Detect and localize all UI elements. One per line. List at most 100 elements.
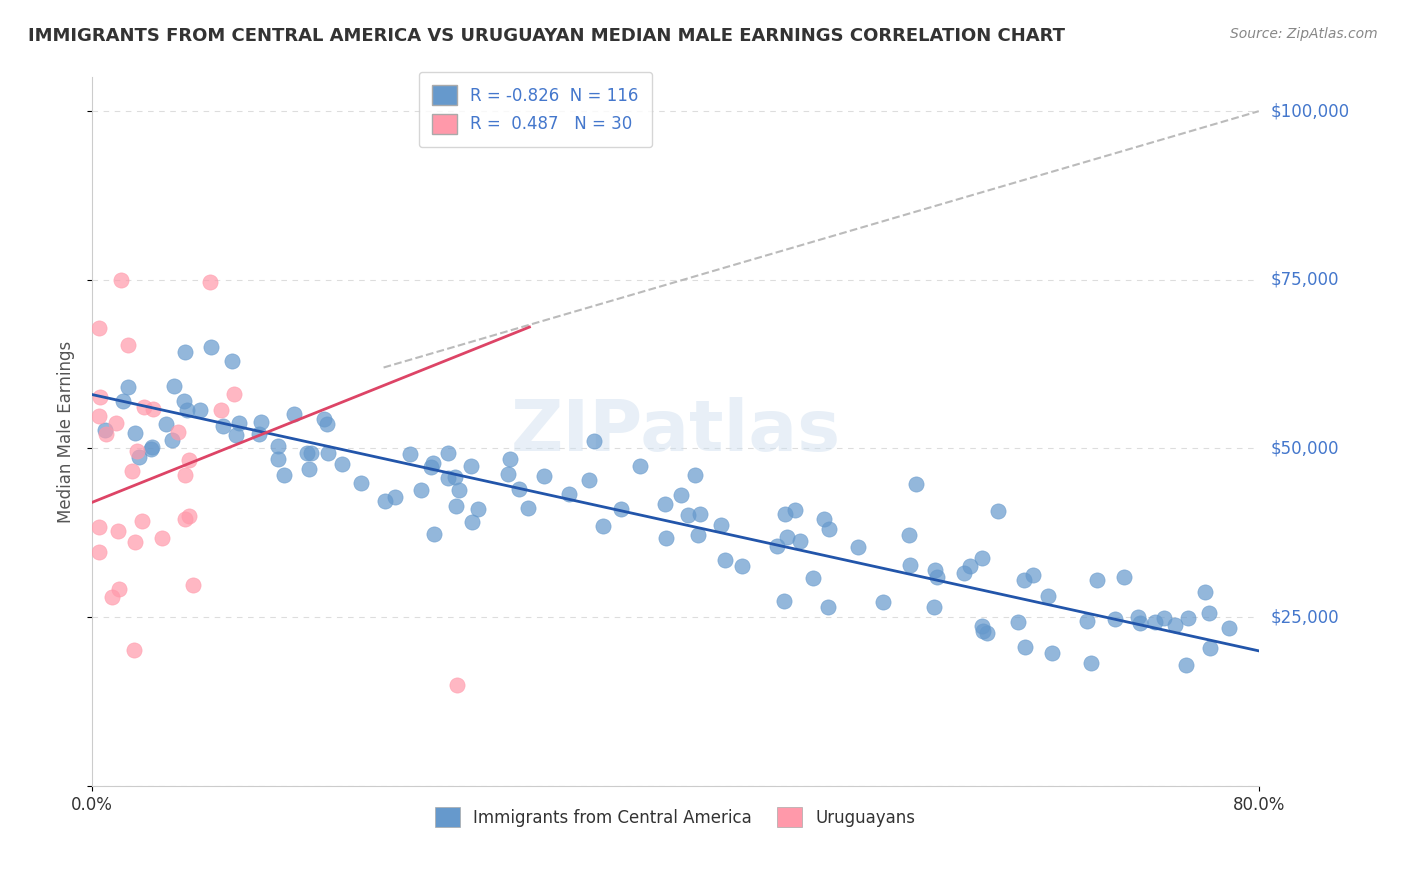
Point xyxy=(209,403,232,417)
Point xyxy=(592,519,614,533)
Point xyxy=(953,566,976,581)
Point xyxy=(173,393,195,408)
Point xyxy=(578,473,600,487)
Point xyxy=(139,442,162,457)
Point xyxy=(94,423,117,437)
Point xyxy=(122,642,145,657)
Point xyxy=(449,483,471,498)
Point xyxy=(142,401,165,416)
Point xyxy=(131,514,153,528)
Point xyxy=(267,439,290,453)
Point xyxy=(1164,617,1187,632)
Point xyxy=(610,501,633,516)
Point xyxy=(94,427,117,442)
Point xyxy=(409,483,432,497)
Point xyxy=(166,425,188,439)
Point xyxy=(714,553,737,567)
Point xyxy=(898,558,921,573)
Legend: Immigrants from Central America, Uruguayans: Immigrants from Central America, Uruguay… xyxy=(429,800,922,834)
Point xyxy=(128,450,150,464)
Point xyxy=(283,407,305,421)
Point xyxy=(558,486,581,500)
Point xyxy=(436,471,458,485)
Point xyxy=(1143,615,1166,629)
Point xyxy=(107,524,129,539)
Point xyxy=(221,354,243,368)
Point xyxy=(267,452,290,467)
Point xyxy=(987,503,1010,517)
Point xyxy=(173,345,195,359)
Point xyxy=(772,593,794,607)
Point xyxy=(1014,640,1036,654)
Point xyxy=(773,507,796,521)
Point xyxy=(174,511,197,525)
Point xyxy=(247,426,270,441)
Point xyxy=(924,563,946,577)
Point xyxy=(374,493,396,508)
Point xyxy=(533,469,555,483)
Point xyxy=(127,444,149,458)
Point xyxy=(846,540,869,554)
Point xyxy=(181,578,204,592)
Text: $100,000: $100,000 xyxy=(1271,103,1350,120)
Point xyxy=(460,459,482,474)
Point xyxy=(801,571,824,585)
Point xyxy=(384,490,406,504)
Point xyxy=(89,409,111,423)
Point xyxy=(783,503,806,517)
Point xyxy=(104,416,127,430)
Point xyxy=(582,434,605,449)
Point xyxy=(1218,621,1240,635)
Point xyxy=(399,447,422,461)
Point xyxy=(1104,612,1126,626)
Point xyxy=(446,677,468,691)
Point xyxy=(162,379,184,393)
Point xyxy=(111,394,134,409)
Point xyxy=(897,528,920,542)
Point xyxy=(350,476,373,491)
Point xyxy=(444,470,467,484)
Point xyxy=(1198,606,1220,620)
Point xyxy=(817,600,839,615)
Point xyxy=(155,417,177,431)
Text: $75,000: $75,000 xyxy=(1271,271,1339,289)
Point xyxy=(517,501,540,516)
Point xyxy=(419,460,441,475)
Point xyxy=(316,446,339,460)
Point xyxy=(211,418,233,433)
Point xyxy=(110,273,132,287)
Point xyxy=(686,528,709,542)
Point xyxy=(173,467,195,482)
Point xyxy=(89,390,111,404)
Point xyxy=(972,624,994,638)
Point xyxy=(1112,570,1135,584)
Point xyxy=(225,428,247,442)
Point xyxy=(190,402,212,417)
Point xyxy=(177,509,200,524)
Point xyxy=(1040,646,1063,660)
Point xyxy=(228,417,250,431)
Text: IMMIGRANTS FROM CENTRAL AMERICA VS URUGUAYAN MEDIAN MALE EARNINGS CORRELATION CH: IMMIGRANTS FROM CENTRAL AMERICA VS URUGU… xyxy=(28,27,1066,45)
Point xyxy=(273,468,295,483)
Point xyxy=(249,415,271,429)
Point xyxy=(160,433,183,447)
Point xyxy=(224,387,246,401)
Point xyxy=(89,320,111,334)
Point xyxy=(312,412,335,426)
Text: ZIPatlas: ZIPatlas xyxy=(510,397,841,467)
Point xyxy=(1080,657,1102,671)
Point xyxy=(124,535,146,549)
Point xyxy=(789,534,811,549)
Point xyxy=(1129,615,1152,630)
Y-axis label: Median Male Earnings: Median Male Earnings xyxy=(58,341,75,523)
Point xyxy=(89,545,111,559)
Point xyxy=(1194,584,1216,599)
Point xyxy=(100,590,122,604)
Text: $25,000: $25,000 xyxy=(1271,608,1339,626)
Point xyxy=(117,338,139,352)
Point xyxy=(200,340,222,354)
Point xyxy=(508,482,530,496)
Point xyxy=(776,530,799,544)
Point xyxy=(1174,658,1197,673)
Point xyxy=(460,516,482,530)
